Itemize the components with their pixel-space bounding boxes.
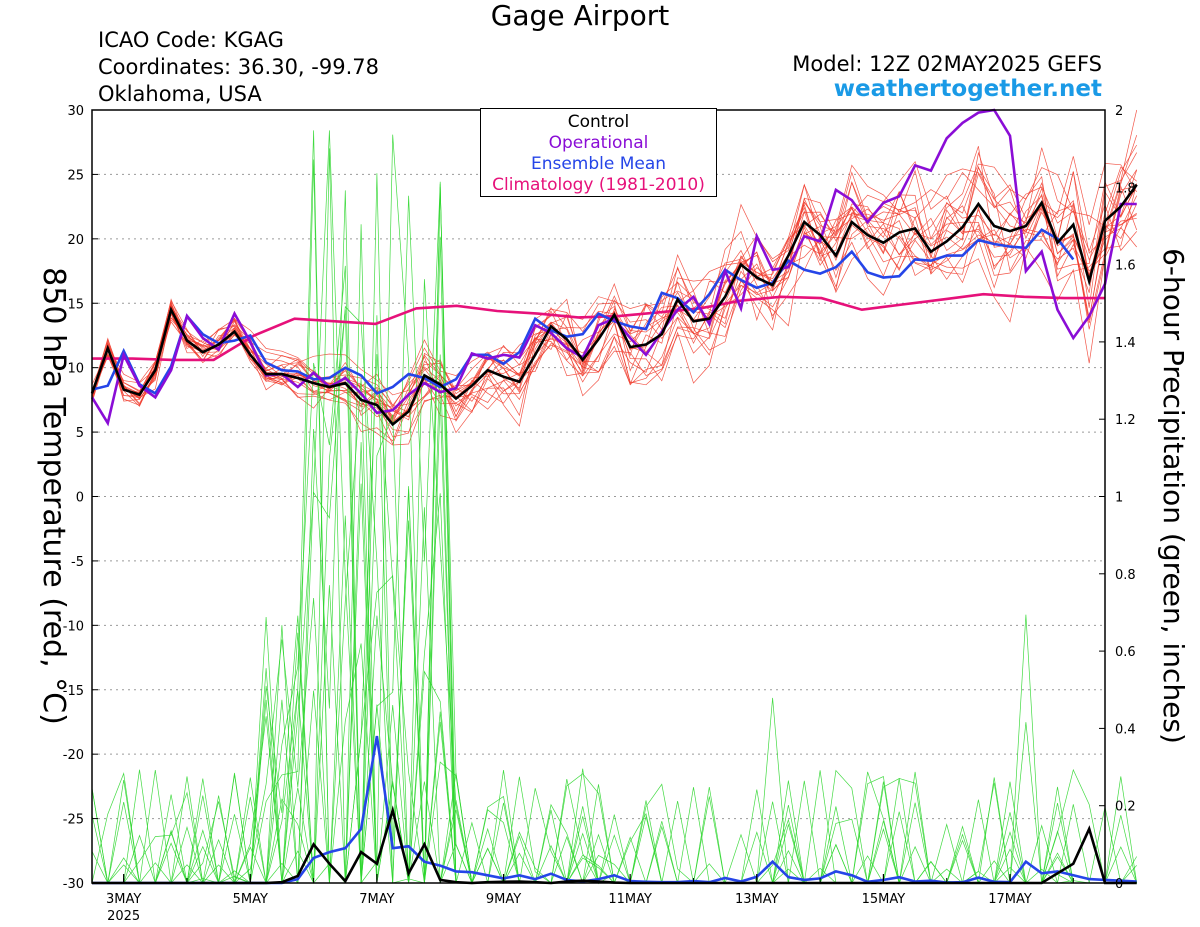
temperature-member-line xyxy=(91,144,1138,422)
coordinates: Coordinates: 36.30, -99.78 xyxy=(98,55,379,79)
right-axis-ticks: 0 0.2 0.4 0.6 0.8 1 1.2 1.4 1.6 1.8 2 xyxy=(1099,104,1136,892)
left-tick-label: -20 xyxy=(63,748,84,763)
right-tick-label: 1.2 xyxy=(1115,413,1136,428)
x-tick-label: 17MAY xyxy=(988,892,1032,907)
x-tick-label: 7MAY xyxy=(359,892,394,907)
precipitation-member-line xyxy=(92,173,1137,884)
precipitation-member-line xyxy=(92,575,1137,885)
grid-lines xyxy=(92,173,1105,820)
climatology-line xyxy=(92,292,1105,362)
x-tick-label: 13MAY xyxy=(735,892,779,907)
right-tick-label: 0.4 xyxy=(1115,722,1136,737)
right-tick-label: 0.8 xyxy=(1115,568,1136,583)
x-tick-label: 9MAY xyxy=(486,892,521,907)
left-tick-label: -30 xyxy=(63,877,84,892)
legend-item-control: Control xyxy=(567,112,630,132)
precipitation-member-line xyxy=(92,148,1137,884)
x-axis-ticks: 3MAY 2025 5MAY 7MAY 9MAY 11MAY 13MAY 15MAY 17MAY xyxy=(106,874,1074,924)
right-tick-label: 0.6 xyxy=(1115,645,1136,660)
temperature-member-line xyxy=(91,134,1138,424)
precipitation-member-line xyxy=(92,181,1137,885)
right-tick-label: 1 xyxy=(1115,491,1123,506)
precipitation-member-line xyxy=(92,315,1137,884)
temp-control-line xyxy=(90,183,1138,427)
precipitation-member-line xyxy=(91,159,1137,884)
right-tick-label: 2 xyxy=(1115,104,1123,119)
temperature-member-line xyxy=(91,151,1138,438)
temp-ensemble-mean-line xyxy=(91,228,1075,396)
left-tick-label: 0 xyxy=(76,491,84,506)
precipitation-member-line xyxy=(91,183,1137,885)
region: Oklahoma, USA xyxy=(98,82,262,106)
precipitation-member-line xyxy=(92,279,1137,884)
model-run: Model: 12Z 02MAY2025 GEFS xyxy=(792,52,1102,76)
legend-item-operational: Operational xyxy=(548,133,649,153)
chart-title: Gage Airport xyxy=(490,0,670,32)
right-axis-label: 6-hour Precipitation (green, inches) xyxy=(1157,248,1190,744)
left-axis-label: 850 hPa Temperature (red, °C) xyxy=(36,267,71,725)
temperature-member-line xyxy=(91,169,1137,423)
left-tick-label: -25 xyxy=(63,813,84,828)
left-tick-label: 15 xyxy=(67,297,84,312)
left-tick-label: 10 xyxy=(67,362,84,377)
legend-item-ensemble-mean: Ensemble Mean xyxy=(530,154,667,174)
right-tick-label: 1.8 xyxy=(1115,181,1136,196)
site-link[interactable]: weathertogether.net xyxy=(833,76,1102,102)
precipitation-member-line xyxy=(92,486,1137,884)
left-tick-label: 25 xyxy=(67,168,84,183)
left-tick-label: 30 xyxy=(67,104,84,119)
x-tick-sublabel: 2025 xyxy=(107,909,140,924)
left-tick-label: 5 xyxy=(76,426,84,441)
right-tick-label: 1.4 xyxy=(1115,336,1136,351)
legend-item-climatology: Climatology (1981-2010) xyxy=(492,175,705,195)
x-tick-label: 5MAY xyxy=(233,892,268,907)
left-axis-ticks: 30 25 20 15 10 5 0 -5 -10 -15 -20 -25 -30 xyxy=(63,104,98,892)
left-tick-label: -15 xyxy=(63,684,84,699)
left-tick-label: -5 xyxy=(71,555,84,570)
x-tick-label: 3MAY xyxy=(106,892,141,907)
precipitation-member-line xyxy=(92,186,1137,885)
left-tick-label: -10 xyxy=(63,619,84,634)
icao-code: ICAO Code: KGAG xyxy=(98,28,284,52)
left-tick-label: 20 xyxy=(67,233,84,248)
precipitation-member-line xyxy=(92,134,1137,885)
precipitation-member-line xyxy=(91,397,1137,885)
x-tick-label: 11MAY xyxy=(608,892,652,907)
temperature-member-line xyxy=(91,147,1137,407)
x-tick-label: 15MAY xyxy=(862,892,906,907)
right-tick-label: 0.2 xyxy=(1115,800,1136,815)
right-tick-label: 0 xyxy=(1115,877,1123,892)
legend: Control Operational Ensemble Mean Climat… xyxy=(480,108,717,197)
temperature-member-line xyxy=(91,163,1138,418)
right-tick-label: 1.6 xyxy=(1115,259,1136,274)
precipitation-member-line xyxy=(92,354,1138,884)
precipitation-member-line xyxy=(91,305,1137,884)
